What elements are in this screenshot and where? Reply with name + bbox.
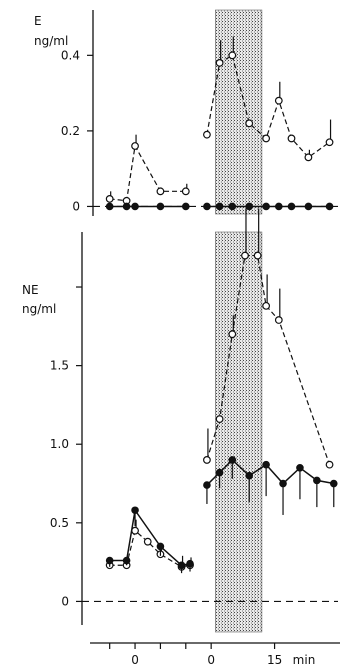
filled-series-point: [313, 476, 321, 485]
filled-series-point: [156, 202, 165, 211]
filled-series-point: [131, 506, 139, 515]
filled-series-line: [109, 508, 191, 567]
filled-series-point: [296, 464, 304, 472]
open-series-point: [274, 96, 283, 105]
open-series-point: [105, 194, 114, 203]
filled-series-point: [215, 468, 224, 477]
open-series-line: [206, 254, 331, 465]
y-axis-label: E: [34, 14, 42, 28]
open-series-point: [143, 537, 152, 546]
y-tick-label: 1.0: [50, 437, 69, 451]
open-series-point: [203, 130, 211, 139]
filled-series-point: [262, 202, 270, 211]
open-series-point: [156, 187, 165, 196]
filled-series-point: [287, 202, 296, 211]
filled-series-point: [181, 202, 190, 211]
open-series-point: [253, 251, 262, 260]
filled-series-point: [186, 559, 194, 568]
stimulation-shading: [215, 9, 263, 215]
filled-series-point: [245, 202, 254, 211]
open-series-point: [228, 330, 237, 339]
filled-series-point: [177, 561, 186, 570]
y-axis-label: NE: [22, 283, 39, 297]
filled-series-point: [105, 556, 114, 565]
filled-series-point: [329, 479, 338, 488]
open-series-point: [215, 58, 224, 67]
x-tick-label: 0: [207, 653, 215, 667]
y-tick-label: 0: [72, 199, 80, 213]
y-tick-label: 0.4: [61, 48, 80, 62]
filled-series-point: [122, 202, 131, 211]
open-series-point: [304, 153, 313, 162]
open-series-point: [325, 460, 334, 469]
stimulation-shading: [215, 231, 263, 633]
open-series-point: [325, 138, 334, 147]
open-series-point: [287, 134, 296, 143]
epinephrine-panel: Eng/ml0.4 0.2 0: [34, 9, 338, 216]
filled-series-point: [105, 202, 114, 211]
y-axis-unit: ng/ml: [22, 302, 56, 316]
filled-series-point: [262, 460, 270, 469]
filled-series-point: [131, 202, 139, 211]
open-series-point: [245, 119, 254, 128]
filled-series-point: [203, 481, 211, 489]
open-series-point: [181, 187, 190, 196]
open-series-point: [203, 456, 211, 464]
filled-series-point: [228, 456, 237, 464]
open-series-point: [131, 142, 139, 150]
open-series-point: [215, 415, 224, 423]
filled-series-point: [156, 542, 165, 551]
filled-series-point: [304, 202, 313, 211]
open-series-point: [228, 51, 237, 60]
x-tick-label: 0: [131, 653, 139, 667]
filled-series-point: [122, 556, 131, 565]
filled-series-point: [203, 202, 211, 211]
norepinephrine-panel: NE ng/ml 1.5 1.0 0.5 0 0 0 15 min: [22, 208, 340, 667]
y-axis-unit: ng/ml: [34, 34, 68, 48]
open-series-point: [262, 301, 271, 310]
y-tick-label: 0.2: [61, 124, 80, 138]
filled-series-point: [228, 202, 237, 211]
y-tick-label: 0.5: [50, 516, 69, 530]
y-tick-label: 1.5: [50, 359, 69, 373]
filled-series-point: [325, 202, 334, 211]
y-tick-label: 0: [61, 594, 69, 608]
filled-series-point: [245, 471, 254, 480]
filled-series-point: [279, 479, 287, 488]
filled-series-point: [215, 202, 224, 211]
open-series-point: [262, 134, 271, 143]
x-axis-unit: min: [293, 653, 316, 667]
open-series-point: [274, 316, 283, 324]
x-tick-label: 15: [267, 653, 282, 667]
open-series-point: [241, 251, 249, 260]
open-series-line: [109, 144, 186, 202]
filled-series-point: [275, 202, 283, 211]
